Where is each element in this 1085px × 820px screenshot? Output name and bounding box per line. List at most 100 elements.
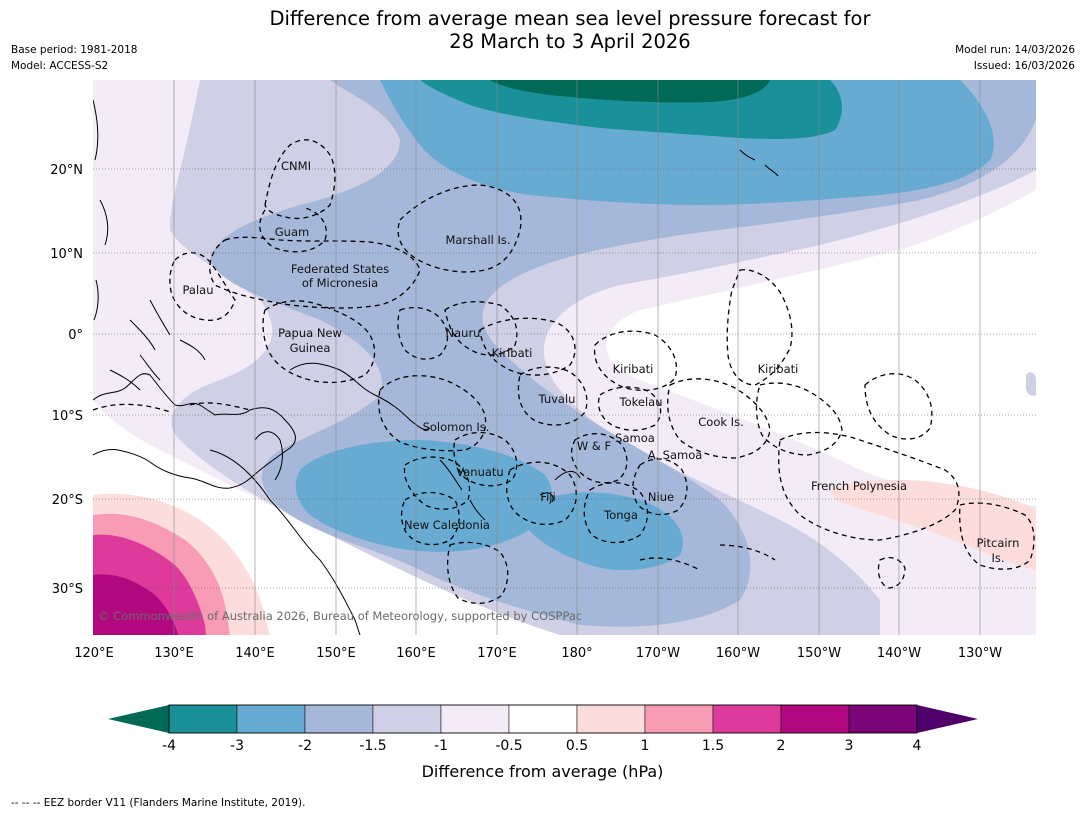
label-kiribati-west: Kiribati (492, 346, 533, 360)
colorbar-bin (168, 704, 238, 734)
colorbar-tick-label: 0.5 (566, 738, 588, 754)
region-labels: CNMI Guam Marshall Is. Federated States … (183, 159, 1020, 565)
colorbar-tick-label: -2 (298, 738, 312, 754)
meta-left: Base period: 1981-2018 Model: ACCESS-S2 (11, 42, 137, 74)
colorbar-tick-label: 4 (913, 738, 922, 754)
label-new-caledonia: New Caledonia (404, 518, 490, 532)
lon-label-170w: 170°W (636, 646, 680, 661)
colorbar-tick-label: 2 (777, 738, 786, 754)
label-pitcairn-1: Pitcairn (977, 536, 1020, 550)
lon-label-150w: 150°W (797, 646, 841, 661)
lon-label-170e: 170°E (477, 646, 517, 661)
colorbar-tick-label: 3 (845, 738, 854, 754)
lat-labels: 20°N 10°N 0° 10°S 20°S 30°S (50, 163, 83, 597)
colorbar-bin (440, 704, 510, 734)
label-kiribati-central: Kiribati (613, 362, 654, 376)
label-fsm-1: Federated States (291, 262, 389, 276)
colorbar-bin (236, 704, 306, 734)
colorbar-bin (712, 704, 782, 734)
lat-label-20s: 20°S (52, 493, 83, 508)
lon-label-150e: 150°E (316, 646, 356, 661)
colorbar-title: Difference from average (hPa) (421, 762, 664, 781)
colorbar-bins (168, 704, 918, 734)
colorbar-tick-label: 1 (641, 738, 650, 754)
label-tonga: Tonga (603, 508, 638, 522)
colorbar-over-arrow (917, 705, 978, 733)
chart-title: Difference from average mean sea level p… (0, 7, 1085, 53)
colorbar-tick-label: -4 (162, 738, 176, 754)
copyright-notice: © Commonwealth of Australia 2026, Bureau… (98, 609, 583, 623)
lat-label-0: 0° (68, 328, 83, 343)
eez-borders (93, 139, 1035, 604)
label-nauru: Nauru (446, 326, 481, 340)
label-samoa: Samoa (615, 431, 655, 445)
colorbar-tick-label: -3 (230, 738, 244, 754)
colorbar-bin (576, 704, 646, 734)
band-plus-2 (93, 574, 178, 635)
lon-label-130w: 130°W (958, 646, 1002, 661)
colorbar-bin (644, 704, 714, 734)
title-line-2: 28 March to 3 April 2026 (449, 30, 691, 53)
label-palau: Palau (183, 283, 214, 297)
label-fiji: Fiji (540, 490, 555, 504)
lon-label-160w: 160°W (716, 646, 760, 661)
colorbar-bin (848, 704, 918, 734)
label-french-polynesia: French Polynesia (811, 479, 907, 493)
colorbar-bin (372, 704, 442, 734)
label-american-samoa: A. Samoa (648, 448, 703, 462)
label-kiribati-east: Kiribati (758, 362, 799, 376)
band-minus-2-southwest (295, 440, 552, 552)
label-png-2: Guinea (290, 341, 331, 355)
lat-label-10n: 10°N (50, 247, 83, 262)
label-fsm-2: of Micronesia (302, 276, 378, 290)
lon-label-130e: 130°E (154, 646, 194, 661)
model-name: Model: ACCESS-S2 (11, 60, 109, 72)
lon-label-140w: 140°W (877, 646, 921, 661)
issued-date: Issued: 16/03/2026 (973, 60, 1075, 72)
title-line-1: Difference from average mean sea level p… (269, 7, 871, 30)
label-solomon: Solomon Is. (423, 420, 490, 434)
band-minus-4 (490, 80, 770, 103)
lon-labels: 120°E 130°E 140°E 150°E 160°E 170°E 180°… (74, 646, 1002, 661)
label-niue: Niue (648, 490, 674, 504)
lon-label-120e: 120°E (74, 646, 114, 661)
colorbar-bin (780, 704, 850, 734)
label-png-1: Papua New (278, 326, 342, 340)
gridlines (93, 168, 1036, 589)
label-marshall: Marshall Is. (445, 233, 510, 247)
lat-label-20n: 20°N (50, 163, 83, 178)
label-tuvalu: Tuvalu (538, 392, 576, 406)
label-cnmi: CNMI (281, 159, 311, 173)
colorbar-tick-label: 1.5 (702, 738, 724, 754)
lon-label-160e: 160°E (396, 646, 436, 661)
colorbar-ticks: -4 -3 -2 -1.5 -1 -0.5 0.5 1 1.5 2 3 4 (162, 738, 922, 754)
label-guam: Guam (275, 225, 309, 239)
colorbar-bin (304, 704, 374, 734)
colorbar-under-arrow (108, 705, 169, 733)
band-minus-2-southeast (523, 492, 684, 571)
lat-label-10s: 10°S (52, 409, 83, 424)
colorbar: -4 -3 -2 -1.5 -1 -0.5 0.5 1 1.5 2 3 4 (108, 704, 978, 754)
label-wallis-futuna: W & F (577, 439, 611, 453)
meta-right: Model run: 14/03/2026 Issued: 16/03/2026 (955, 42, 1075, 74)
model-run: Model run: 14/03/2026 (955, 44, 1075, 56)
colorbar-tick-label: -1.5 (359, 738, 386, 754)
label-pitcairn-2: Is. (991, 551, 1004, 565)
colorbar-bin (508, 704, 578, 734)
base-period: Base period: 1981-2018 (11, 44, 138, 56)
eez-legend: -- -- -- EEZ border V11 (Flanders Marine… (11, 797, 306, 809)
label-vanuatu: Vanuatu (456, 465, 503, 479)
colorbar-tick-label: -1 (434, 738, 448, 754)
label-cook: Cook Is. (698, 415, 743, 429)
meridians (173, 80, 981, 635)
pressure-contours (93, 80, 1036, 635)
coastlines (93, 99, 779, 635)
lon-label-180: 180° (561, 646, 592, 661)
label-tokelau: Tokelau (619, 395, 663, 409)
colorbar-outline (168, 704, 918, 734)
band-east-patch (1025, 372, 1036, 396)
colorbar-tick-label: -0.5 (495, 738, 522, 754)
lon-label-140e: 140°E (235, 646, 275, 661)
